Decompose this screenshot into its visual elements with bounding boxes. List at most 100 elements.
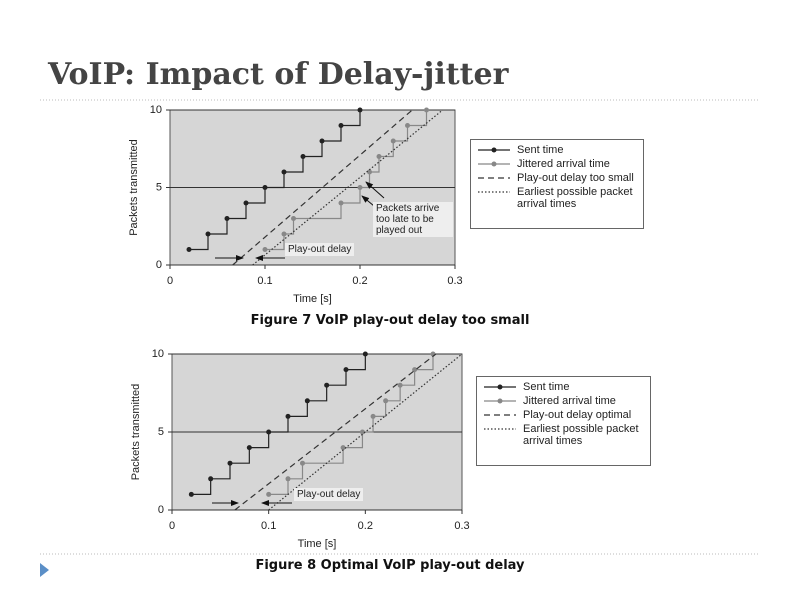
data-point: [405, 123, 410, 128]
x-axis-label: Time [s]: [298, 538, 337, 550]
data-point: [359, 429, 365, 435]
series-line: [252, 109, 444, 266]
data-point: [188, 491, 194, 497]
data-point: [338, 123, 344, 128]
legend-swatch: [484, 398, 516, 404]
data-point: [208, 476, 214, 482]
x-tick-label: 0: [167, 275, 173, 287]
series-line: [191, 354, 366, 495]
arrow: [365, 181, 385, 199]
series-line: [234, 353, 437, 511]
legend-entry: Play-out delay optimal: [483, 409, 644, 421]
legend-label: Earliest possible packet arrival times: [523, 423, 639, 447]
data-point: [376, 154, 382, 159]
legend-label: Sent time: [517, 144, 564, 156]
legend-label: Jittered arrival time: [517, 158, 610, 170]
data-point: [285, 413, 291, 419]
data-point: [300, 154, 306, 159]
legend-entry: Sent time: [477, 144, 637, 156]
data-point: [362, 351, 368, 357]
data-point: [246, 445, 252, 451]
data-point: [383, 398, 389, 404]
caption: Figure 8 Optimal VoIP play-out delay: [255, 558, 525, 573]
x-tick-label: 0.2: [352, 275, 367, 287]
x-tick-label: 0: [169, 520, 175, 532]
y-tick-label: 0: [156, 259, 162, 271]
legend-entry: Sent time: [483, 381, 644, 393]
legend-entry: Play-out delay too small: [477, 172, 637, 184]
data-point: [205, 231, 211, 237]
series-line: [268, 353, 463, 511]
arrow: [361, 195, 375, 207]
legend: Sent time Jittered arrival time Play-out d…: [476, 376, 651, 466]
data-point: [357, 107, 363, 113]
legend-swatch: [478, 191, 510, 193]
legend-marker: [497, 398, 503, 404]
data-point: [412, 367, 418, 373]
legend-swatch: [484, 414, 516, 416]
data-point: [357, 185, 363, 190]
legend-swatch: [478, 177, 510, 179]
data-point: [319, 138, 325, 144]
data-point: [281, 169, 287, 175]
data-point: [285, 476, 291, 482]
data-point: [370, 413, 376, 419]
data-point: [281, 231, 287, 237]
legend-entry: Earliest possible packet arrival times: [483, 423, 644, 447]
y-tick-label: 10: [150, 104, 162, 116]
data-point: [338, 200, 344, 206]
legend-label: Play-out delay too small: [517, 172, 634, 184]
chart: 0 5 10 0 0.1 0.2 0.3 Time [s] Packets transmitte…: [130, 348, 470, 550]
legend-swatch: [484, 384, 516, 390]
data-point: [266, 429, 272, 435]
legend-entry: Jittered arrival time: [483, 395, 644, 407]
data-point: [304, 398, 310, 404]
annotation: Play-out delay: [285, 243, 355, 256]
data-point: [262, 185, 268, 190]
data-point: [291, 216, 296, 221]
data-point: [300, 460, 305, 466]
y-axis-label: Packets transmitted: [130, 384, 142, 481]
data-point: [390, 138, 396, 144]
data-point: [324, 382, 330, 388]
legend-entry: Jittered arrival time: [477, 158, 637, 170]
legend-label: Play-out delay optimal: [523, 409, 632, 421]
legend-swatch: [484, 428, 516, 430]
chart: 0 5 10 0 0.1 0.2 0.3 Time [s] Packets transmitte…: [128, 104, 463, 305]
legend: Sent time Jittered arrival time Play-out d…: [470, 139, 644, 229]
data-point: [343, 367, 349, 373]
y-tick-label: 5: [158, 426, 164, 438]
x-tick-label: 0.3: [454, 520, 469, 532]
y-tick-label: 5: [156, 181, 162, 193]
x-axis-label: Time [s]: [293, 293, 332, 305]
data-point: [186, 247, 192, 252]
legend-label: Sent time: [523, 381, 570, 393]
legend-marker: [497, 384, 503, 390]
annotation: Packets arrive too late to be played out: [373, 202, 453, 237]
data-point: [224, 216, 230, 221]
data-point: [340, 445, 346, 451]
data-point: [262, 247, 268, 252]
legend-swatch: [478, 161, 510, 167]
x-tick-label: 0.2: [358, 520, 373, 532]
bullet: [40, 563, 49, 577]
annotation: Play-out delay: [294, 488, 364, 501]
data-point: [367, 169, 372, 175]
legend-marker: [491, 147, 497, 153]
legend-marker: [491, 161, 497, 167]
series-line: [189, 110, 361, 251]
data-point: [266, 491, 272, 497]
y-tick-label: 0: [158, 504, 164, 516]
x-tick-label: 0.3: [447, 275, 462, 287]
legend-label: Earliest possible packet arrival times: [517, 186, 633, 210]
data-point: [227, 460, 233, 466]
y-tick-label: 10: [152, 348, 164, 360]
data-point: [243, 200, 249, 206]
slide-title: VoIP: Impact of Delay-jitter: [47, 57, 510, 92]
legend-swatch: [478, 147, 510, 153]
series-line: [268, 354, 434, 495]
data-point: [424, 107, 429, 113]
x-tick-label: 0.1: [257, 275, 272, 287]
